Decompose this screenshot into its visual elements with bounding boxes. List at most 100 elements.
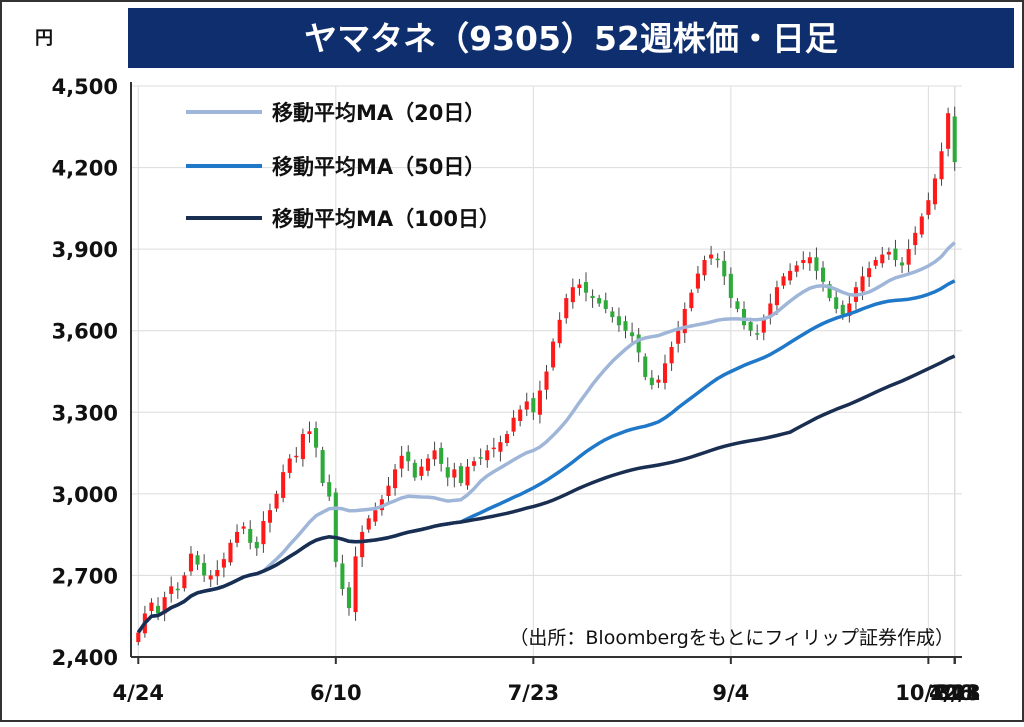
candle-down bbox=[248, 528, 253, 543]
candle-up bbox=[281, 472, 286, 498]
candle-down bbox=[195, 555, 200, 565]
candle-down bbox=[340, 563, 345, 590]
candle-down bbox=[728, 273, 733, 299]
candle-up bbox=[208, 575, 213, 580]
chart-title: ヤマタネ（9305）52週株価・日足 bbox=[304, 19, 838, 58]
candle-down bbox=[630, 332, 635, 337]
candle-up bbox=[274, 493, 279, 509]
candle-up bbox=[149, 602, 154, 612]
candle-down bbox=[327, 482, 332, 497]
candle-up bbox=[307, 431, 312, 435]
candle-down bbox=[478, 457, 483, 459]
candle-down bbox=[254, 541, 259, 549]
candle-up bbox=[919, 216, 924, 235]
y-unit-label: 円 bbox=[35, 28, 53, 49]
candle-up bbox=[768, 303, 773, 316]
candle-up bbox=[551, 341, 556, 368]
candle-down bbox=[952, 116, 957, 163]
candle-up bbox=[682, 308, 687, 334]
axes: 4,500 4,200 3,900 3,600 3,300 3,000 2,700 2,400… bbox=[52, 75, 981, 705]
candle-up bbox=[518, 409, 523, 421]
candle-down bbox=[820, 267, 826, 282]
candle-down bbox=[893, 248, 898, 261]
candle-up bbox=[353, 556, 358, 613]
candle-up bbox=[360, 531, 365, 558]
candle-up bbox=[504, 434, 510, 444]
candle-down bbox=[722, 260, 727, 277]
candle-up bbox=[241, 526, 246, 529]
y-tick-label: 3,300 bbox=[52, 401, 118, 425]
candle-up bbox=[235, 531, 240, 543]
candle-up bbox=[393, 469, 398, 489]
candle-up bbox=[860, 276, 865, 292]
candle-up bbox=[287, 458, 292, 473]
candle-up bbox=[537, 390, 542, 415]
candle-up bbox=[689, 292, 694, 309]
candle-down bbox=[175, 588, 180, 591]
candle-up bbox=[300, 434, 305, 460]
y-tick-label: 2,700 bbox=[52, 564, 118, 588]
candle-up bbox=[913, 232, 918, 246]
candle-down bbox=[439, 447, 444, 464]
candle-up bbox=[926, 200, 931, 215]
candle-up bbox=[485, 450, 490, 461]
candle-up bbox=[873, 260, 878, 266]
candle-up bbox=[557, 319, 562, 344]
candle-down bbox=[590, 295, 595, 299]
candle-up bbox=[491, 447, 496, 450]
candle-up bbox=[709, 254, 714, 259]
y-tick-label: 3,600 bbox=[52, 320, 118, 344]
candle-down bbox=[741, 308, 747, 326]
candle-down bbox=[899, 262, 905, 266]
candle-up bbox=[465, 466, 470, 486]
legend-label-ma100: 移動平均MA（100日） bbox=[272, 207, 500, 231]
candle-up bbox=[906, 249, 911, 265]
candle-up bbox=[676, 330, 681, 344]
candle-up bbox=[761, 319, 766, 333]
candle-up bbox=[788, 270, 793, 281]
candle-up bbox=[564, 298, 569, 319]
candle-down bbox=[649, 377, 654, 386]
candle-down bbox=[583, 282, 589, 293]
y-tick-label: 3,900 bbox=[52, 238, 118, 262]
candle-up bbox=[136, 632, 141, 643]
y-tick-label: 4,200 bbox=[52, 157, 118, 181]
candle-up bbox=[386, 485, 391, 497]
candle-up bbox=[544, 371, 549, 390]
candle-down bbox=[834, 297, 839, 309]
candle-down bbox=[458, 466, 463, 483]
candle-down bbox=[406, 451, 411, 462]
candle-down bbox=[636, 334, 641, 353]
candle-up bbox=[669, 347, 674, 364]
candle-down bbox=[755, 333, 760, 335]
ma100-line bbox=[136, 354, 956, 634]
candle-up bbox=[662, 363, 668, 383]
candle-down bbox=[735, 301, 740, 309]
candle-up bbox=[939, 151, 944, 180]
candle-down bbox=[623, 321, 628, 331]
candle-up bbox=[267, 510, 273, 523]
candle-down bbox=[412, 462, 417, 478]
candle-down bbox=[610, 311, 615, 318]
candle-up bbox=[695, 273, 700, 289]
x-tick-label: 12/3 bbox=[929, 681, 981, 705]
candle-up bbox=[425, 458, 431, 471]
candle-up bbox=[188, 553, 194, 572]
candle-up bbox=[577, 284, 582, 289]
candle-up bbox=[399, 455, 404, 469]
x-tick-label: 1/21 bbox=[929, 681, 981, 705]
candle-up bbox=[472, 461, 477, 466]
x-tick-label: 4/24 bbox=[113, 681, 165, 705]
x-tick-label: 6/10 bbox=[310, 681, 362, 705]
candle-up bbox=[432, 450, 437, 460]
candle-down bbox=[314, 428, 319, 448]
candle-up bbox=[498, 442, 503, 452]
x-tick-label: 3/6 bbox=[936, 681, 973, 705]
candle-up bbox=[801, 260, 806, 264]
candle-down bbox=[748, 322, 753, 331]
legend: 移動平均MA（20日） 移動平均MA（50日） 移動平均MA（100日） bbox=[186, 101, 500, 231]
candle-up bbox=[261, 521, 266, 545]
candle-up bbox=[656, 379, 661, 383]
candle-up bbox=[221, 559, 226, 568]
